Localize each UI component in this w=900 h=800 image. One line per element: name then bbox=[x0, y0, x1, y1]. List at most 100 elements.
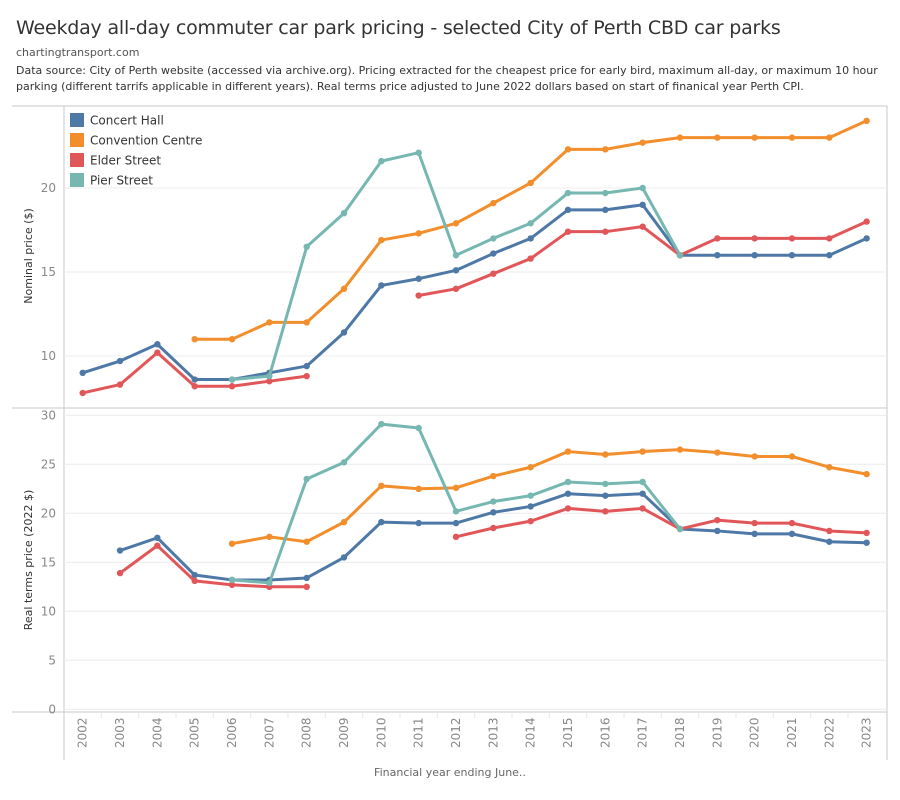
data-point-concert-hall bbox=[751, 252, 758, 259]
legend-item[interactable]: Elder Street bbox=[70, 153, 161, 168]
data-point-elder-street bbox=[863, 218, 870, 225]
data-point-elder-street bbox=[191, 383, 198, 390]
data-source-note: Data source: City of Perth website (acce… bbox=[16, 64, 878, 93]
data-point-concert-hall bbox=[863, 539, 870, 546]
x-tick-label: 2003 bbox=[113, 717, 127, 748]
data-point-concert-hall bbox=[378, 282, 385, 289]
data-point-elder-street bbox=[751, 235, 758, 242]
data-point-pier-street bbox=[378, 157, 385, 165]
data-point-elder-street bbox=[490, 524, 497, 532]
data-point-concert-hall bbox=[79, 369, 86, 376]
data-point-pier-street bbox=[452, 252, 460, 259]
x-tick-label: 2006 bbox=[225, 717, 239, 748]
data-point-elder-street bbox=[154, 349, 161, 356]
y-tick-label: 15 bbox=[41, 555, 56, 569]
legend-item[interactable]: Concert Hall bbox=[70, 113, 164, 128]
data-point-concert-hall bbox=[191, 376, 198, 383]
data-point-elder-street bbox=[602, 228, 609, 235]
y-tick-label: 0 bbox=[48, 702, 56, 716]
data-point-concert-hall bbox=[490, 250, 497, 257]
x-tick-label: 2007 bbox=[262, 717, 276, 748]
data-point-convention-centre bbox=[340, 518, 348, 526]
data-point-concert-hall bbox=[751, 530, 758, 538]
data-point-elder-street bbox=[527, 517, 534, 525]
data-point-elder-street bbox=[639, 505, 646, 512]
data-point-pier-street bbox=[452, 508, 460, 515]
data-point-pier-street bbox=[490, 235, 497, 242]
data-point-elder-street bbox=[452, 285, 460, 292]
data-point-convention-centre bbox=[751, 453, 758, 460]
data-point-convention-centre bbox=[714, 134, 721, 141]
data-point-elder-street bbox=[863, 529, 870, 537]
y-tick-label: 20 bbox=[41, 181, 56, 195]
data-point-pier-street bbox=[303, 243, 310, 250]
legend-item[interactable]: Convention Centre bbox=[70, 133, 202, 148]
data-point-elder-street bbox=[826, 527, 833, 535]
data-point-pier-street bbox=[340, 210, 348, 217]
x-tick-label: 2020 bbox=[748, 717, 762, 748]
data-point-convention-centre bbox=[378, 236, 385, 244]
x-tick-label: 2012 bbox=[449, 717, 463, 748]
data-point-elder-street bbox=[564, 505, 572, 512]
gridlines bbox=[64, 187, 887, 710]
data-point-convention-centre bbox=[527, 179, 534, 187]
data-point-concert-hall bbox=[340, 329, 348, 336]
data-point-elder-street bbox=[303, 583, 310, 590]
x-tick-label: 2016 bbox=[598, 717, 612, 748]
y-tick-label: 20 bbox=[41, 506, 56, 520]
data-point-elder-street bbox=[228, 581, 236, 589]
data-point-elder-street bbox=[79, 389, 86, 397]
data-point-concert-hall bbox=[564, 206, 572, 214]
data-point-convention-centre bbox=[639, 448, 646, 455]
x-tick-label: 2014 bbox=[524, 717, 538, 748]
data-point-elder-street bbox=[602, 508, 609, 515]
data-point-convention-centre bbox=[564, 146, 572, 153]
x-tick-label: 2013 bbox=[486, 717, 500, 748]
y-axis-title-real: Real terms price (2022 $) bbox=[22, 490, 35, 631]
x-tick-label: 2021 bbox=[785, 717, 799, 748]
y-tick-label: 25 bbox=[41, 457, 56, 471]
data-point-concert-hall bbox=[415, 519, 422, 527]
y-tick-label: 5 bbox=[48, 653, 56, 667]
data-point-concert-hall bbox=[116, 547, 124, 554]
data-point-pier-street bbox=[266, 579, 273, 587]
data-point-elder-street bbox=[564, 228, 572, 235]
data-point-pier-street bbox=[602, 189, 609, 197]
series-line-convention-centre bbox=[230, 448, 869, 546]
data-point-elder-street bbox=[116, 381, 124, 388]
data-point-convention-centre bbox=[340, 285, 348, 292]
x-tick-label: 2004 bbox=[150, 717, 164, 748]
data-point-concert-hall bbox=[340, 554, 348, 561]
series-line-elder-street bbox=[417, 220, 869, 298]
data-point-concert-hall bbox=[639, 490, 646, 497]
data-point-concert-hall bbox=[452, 267, 460, 274]
data-point-convention-centre bbox=[378, 482, 385, 490]
y-tick-label: 15 bbox=[41, 265, 56, 279]
data-point-elder-street bbox=[266, 378, 273, 385]
data-point-convention-centre bbox=[228, 336, 236, 343]
data-point-convention-centre bbox=[452, 220, 460, 227]
data-point-pier-street bbox=[564, 478, 572, 486]
data-point-elder-street bbox=[714, 235, 721, 242]
x-tick-label: 2008 bbox=[300, 717, 314, 748]
data-point-concert-hall bbox=[788, 252, 796, 259]
data-point-elder-street bbox=[788, 519, 796, 527]
data-point-pier-street bbox=[676, 525, 684, 533]
data-point-concert-hall bbox=[490, 509, 497, 516]
y-tick-label: 10 bbox=[41, 604, 56, 618]
data-point-convention-centre bbox=[490, 472, 497, 480]
data-point-pier-street bbox=[602, 480, 609, 488]
x-tick-label: 2005 bbox=[188, 717, 202, 748]
legend: Concert Hall Convention Centre Elder Stree… bbox=[70, 113, 202, 188]
data-point-convention-centre bbox=[826, 464, 833, 471]
series-line-pier-street bbox=[230, 151, 682, 382]
legend-item[interactable]: Pier Street bbox=[70, 173, 153, 188]
data-point-concert-hall bbox=[527, 503, 534, 510]
data-point-elder-street bbox=[415, 292, 422, 299]
data-point-elder-street bbox=[116, 569, 124, 577]
data-point-convention-centre bbox=[676, 446, 684, 453]
data-point-concert-hall bbox=[154, 341, 161, 348]
data-point-concert-hall bbox=[154, 534, 161, 541]
data-point-pier-street bbox=[266, 372, 273, 380]
